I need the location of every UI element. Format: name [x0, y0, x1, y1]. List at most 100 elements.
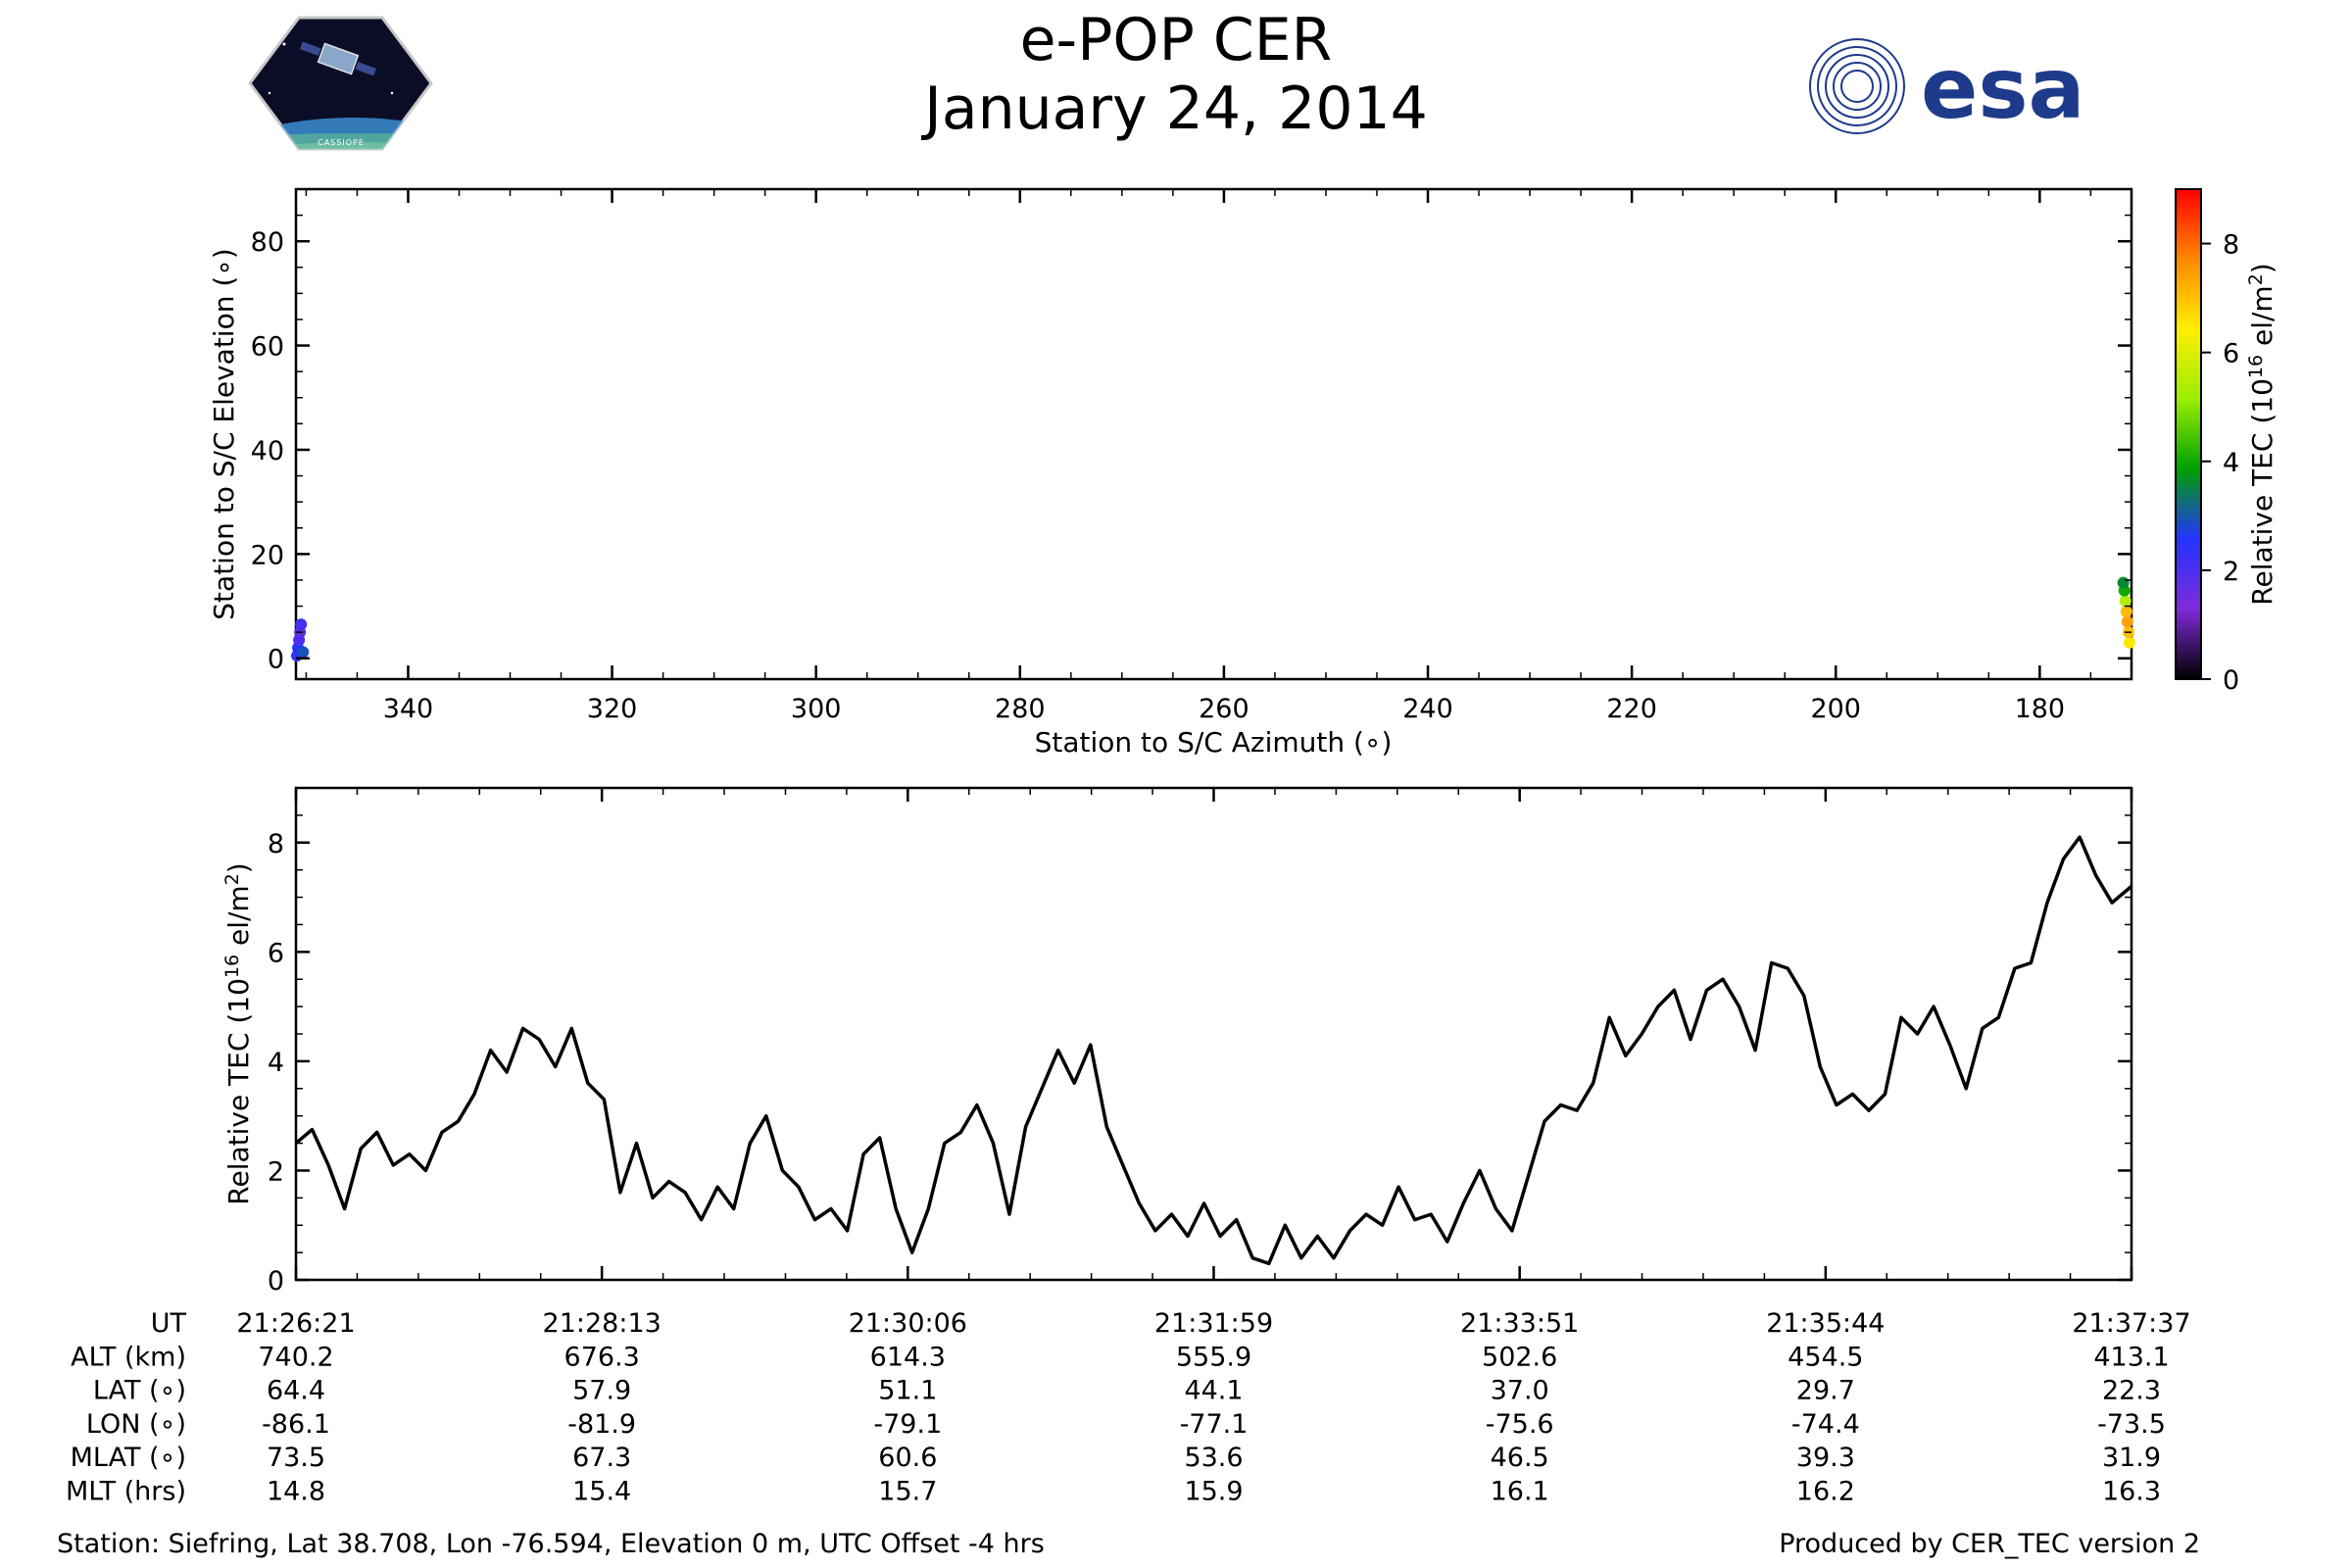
top-x-axis-label: Station to S/C Azimuth (∘)	[1035, 726, 1393, 759]
cassiope-logo-text: CASSIOPE	[318, 138, 365, 147]
top-y-axis-label: Station to S/C Elevation (∘)	[208, 248, 240, 619]
table-cell-3-0: 21:31:59	[1154, 1308, 1273, 1339]
top-scatter-point-8	[2121, 615, 2133, 628]
table-cell-3-5: 15.9	[1184, 1477, 1243, 1507]
top-x-tick-label-5: 240	[1402, 694, 1453, 724]
table-cell-1-5: 15.4	[572, 1477, 631, 1507]
top-scatter-point-12	[2117, 576, 2130, 589]
table-cell-3-2: 44.1	[1184, 1376, 1243, 1406]
colorbar-ticks: 0 2 4 6 8	[2201, 230, 2239, 696]
table-cell-2-1: 614.3	[870, 1342, 946, 1372]
top-y-tick-label-2: 40	[251, 436, 284, 466]
table-cell-6-2: 22.3	[2102, 1376, 2161, 1406]
table-row-label-3: LON (∘)	[86, 1409, 186, 1440]
table-row-label-1: ALT (km)	[71, 1342, 186, 1372]
colorbar-tick-label-4: 8	[2223, 230, 2239, 261]
bottom-plot-frame	[294, 786, 2133, 1282]
top-plot-frame	[294, 187, 2133, 681]
table-cell-5-1: 454.5	[1788, 1342, 1863, 1372]
bottom-y-ticks: 0 2 4 6 8	[268, 814, 2132, 1297]
table-row-label-0: UT	[151, 1308, 187, 1339]
elevation-azimuth-chart: 340 320 300 280 260 240 220 200 180 0 20 40 60 80 St…	[208, 187, 2135, 759]
colorbar-tick-label-2: 4	[2223, 448, 2239, 478]
top-x-tick-label-4: 260	[1199, 694, 1250, 724]
table-cell-3-1: 555.9	[1176, 1342, 1251, 1372]
bottom-y-tick-label-4: 8	[268, 829, 284, 859]
table-cell-4-3: -75.6	[1486, 1409, 1554, 1440]
table-cell-2-3: -79.1	[873, 1409, 942, 1440]
top-x-tick-label-7: 200	[1810, 694, 1861, 724]
top-scatter-point-4	[295, 618, 308, 631]
top-scatter-point-9	[2120, 605, 2132, 617]
table-cell-1-4: 67.3	[572, 1443, 631, 1473]
footer-station: Station: Siefring, Lat 38.708, Lon -76.5…	[57, 1529, 1045, 1559]
table-cell-0-5: 14.8	[267, 1477, 325, 1507]
table-cell-0-0: 21:26:21	[236, 1308, 355, 1339]
table-cell-6-5: 16.3	[2102, 1477, 2161, 1507]
table-cell-5-2: 29.7	[1796, 1376, 1855, 1406]
table-cell-2-0: 21:30:06	[849, 1308, 967, 1339]
tec-colorbar: 0 2 4 6 8 Relative TEC (1016 el/m2)	[2175, 188, 2278, 696]
colorbar-tick-label-3: 6	[2223, 339, 2239, 369]
table-cell-5-5: 16.2	[1796, 1477, 1855, 1507]
bottom-y-tick-label-1: 2	[268, 1156, 284, 1187]
colorbar-tick-label-1: 2	[2223, 557, 2239, 587]
figure-title: e-POP CER	[1019, 6, 1333, 74]
bottom-y-tick-label-2: 4	[268, 1048, 284, 1078]
table-cell-2-4: 60.6	[878, 1443, 937, 1473]
table-cell-1-0: 21:28:13	[543, 1308, 662, 1339]
table-cell-0-4: 73.5	[267, 1443, 325, 1473]
top-scatter-point-10	[2119, 595, 2132, 608]
figure-date: January 24, 2014	[924, 74, 1428, 143]
colorbar-gradient	[2175, 188, 2202, 680]
bottom-x-ticks	[294, 788, 2133, 1280]
tec-series-line	[294, 835, 2133, 1266]
table-cell-4-4: 46.5	[1491, 1443, 1549, 1473]
footer-produced: Produced by CER_TEC version 2	[1779, 1529, 2200, 1559]
table-cell-6-4: 31.9	[2102, 1443, 2161, 1473]
table-cell-4-2: 37.0	[1491, 1376, 1549, 1406]
top-x-tick-label-8: 180	[2015, 694, 2066, 724]
top-x-tick-label-2: 300	[791, 694, 842, 724]
table-row-label-4: MLAT (∘)	[71, 1443, 186, 1473]
top-y-tick-label-0: 0	[268, 645, 284, 675]
top-x-tick-label-3: 280	[995, 694, 1046, 724]
top-y-ticks: 0 20 40 60 80	[251, 188, 2132, 675]
table-cell-5-4: 39.3	[1796, 1443, 1855, 1473]
table-cell-1-1: 676.3	[564, 1342, 640, 1372]
table-row-label-2: LAT (∘)	[93, 1376, 186, 1406]
table-cell-4-0: 21:33:51	[1460, 1308, 1579, 1339]
table-cell-6-3: -73.5	[2097, 1409, 2166, 1440]
table-cell-2-2: 51.1	[878, 1376, 937, 1406]
table-row-label-5: MLT (hrs)	[66, 1477, 186, 1507]
top-x-ticks: 340 320 300 280 260 240 220 200 180	[305, 189, 2092, 724]
table-cell-3-3: -77.1	[1180, 1409, 1249, 1440]
top-y-tick-label-1: 20	[251, 540, 284, 570]
table-cell-2-5: 15.7	[878, 1477, 937, 1507]
esa-logo: esa	[1809, 38, 2085, 138]
table-cell-0-2: 64.4	[267, 1376, 325, 1406]
top-scatter-points	[291, 576, 2135, 662]
bottom-y-axis-label: Relative TEC (1016 el/m2)	[221, 862, 255, 1204]
table-cell-5-3: -74.4	[1791, 1409, 1860, 1440]
top-x-tick-label-6: 220	[1606, 694, 1657, 724]
top-scatter-point-6	[2123, 636, 2135, 649]
table-cell-1-3: -81.9	[567, 1409, 636, 1440]
table-cell-1-2: 57.9	[572, 1376, 631, 1406]
bottom-y-tick-label-3: 6	[268, 938, 284, 968]
top-x-tick-label-1: 320	[587, 694, 638, 724]
esa-logo-text: esa	[1921, 40, 2085, 138]
table-cell-0-1: 740.2	[258, 1342, 333, 1372]
tec-timeseries-chart: 0 2 4 6 8 Relative TEC (1016 el/m2)	[221, 786, 2133, 1297]
top-scatter-point-5	[297, 646, 310, 659]
top-y-tick-label-3: 60	[251, 332, 284, 363]
table-cell-4-1: 502.6	[1482, 1342, 1557, 1372]
colorbar-label: Relative TEC (1016 el/m2)	[2245, 263, 2278, 605]
table-cell-6-0: 21:37:37	[2072, 1308, 2190, 1339]
top-y-tick-label-4: 80	[251, 227, 284, 258]
table-cell-4-5: 16.1	[1491, 1477, 1549, 1507]
title-block: e-POP CER January 24, 2014	[0, 6, 2352, 143]
colorbar-tick-label-0: 0	[2223, 665, 2239, 696]
